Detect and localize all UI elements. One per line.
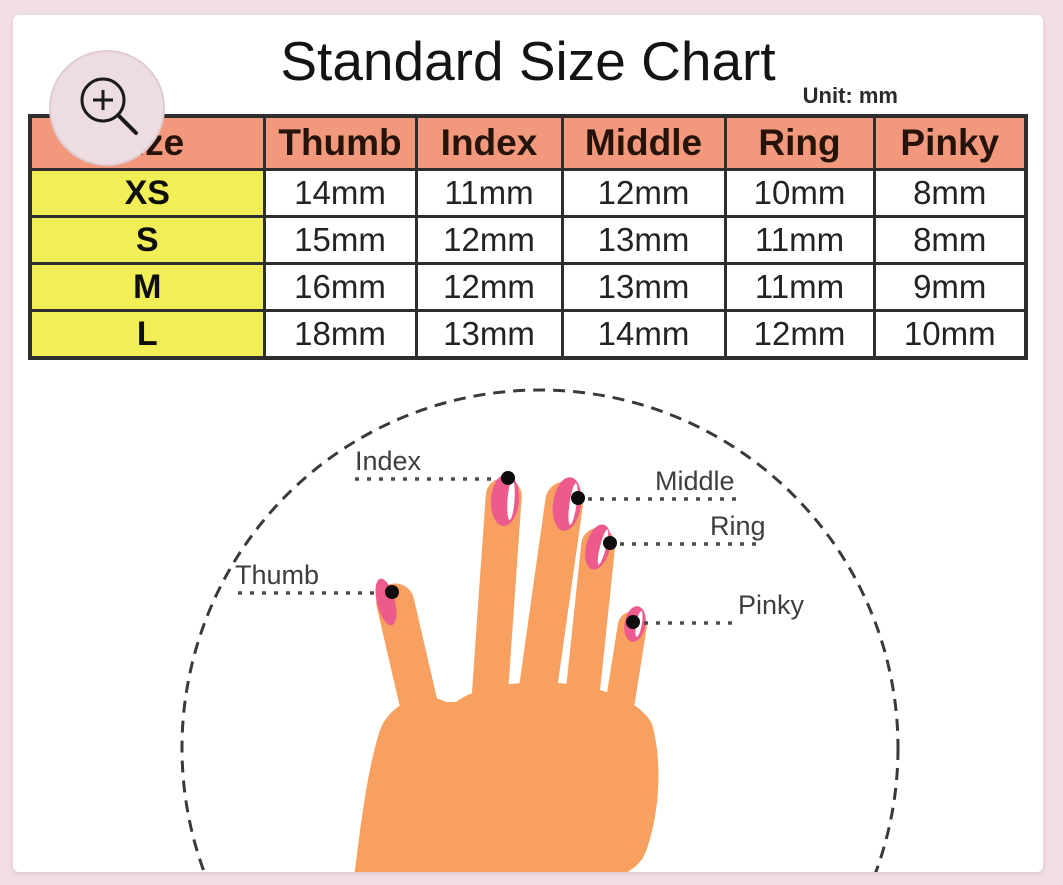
size-chart-card: Standard Size Chart Unit: mm Size Thumb … [13, 15, 1043, 872]
table-header-row: Size Thumb Index Middle Ring Pinky [28, 114, 1028, 171]
index-finger [468, 477, 522, 768]
unit-label: Unit: mm [802, 83, 898, 108]
cell-value: 12mm [723, 309, 876, 360]
finger-label-middle: Middle [655, 466, 735, 496]
marker-dot-thumb [385, 585, 399, 599]
size-label: L [28, 309, 266, 360]
cell-value: 8mm [872, 168, 1028, 218]
cell-value: 13mm [414, 309, 564, 360]
col-header-index: Index [414, 114, 564, 171]
cell-value: 13mm [560, 262, 727, 312]
cell-value: 18mm [262, 309, 418, 360]
pinky-finger [590, 611, 647, 810]
marker-dot-ring [603, 536, 617, 550]
marker-dots [385, 471, 640, 629]
middle-finger [508, 481, 584, 780]
size-label: M [28, 262, 266, 312]
table-row-l: L 18mm 13mm 14mm 12mm 10mm [28, 309, 1028, 360]
cell-value: 13mm [560, 215, 727, 265]
size-label: S [28, 215, 266, 265]
cell-value: 12mm [414, 215, 564, 265]
cell-value: 12mm [560, 168, 727, 218]
dashed-circle [180, 388, 900, 872]
cell-value: 12mm [414, 262, 564, 312]
finger-label-pinky: Pinky [738, 590, 805, 620]
marker-dot-middle [571, 491, 585, 505]
nails [375, 474, 646, 642]
table-row-xs: XS 14mm 11mm 12mm 10mm 8mm [28, 168, 1028, 218]
marker-dot-pinky [626, 615, 640, 629]
cell-value: 9mm [872, 262, 1028, 312]
zoom-in-button[interactable] [49, 50, 165, 166]
cell-value: 11mm [414, 168, 564, 218]
leader-lines [238, 477, 758, 625]
cell-value: 15mm [262, 215, 418, 265]
thumb-finger [376, 583, 456, 799]
cell-value: 8mm [872, 215, 1028, 265]
hand-measurement-figure [180, 388, 900, 872]
finger-label-index: Index [355, 446, 422, 476]
cell-value: 14mm [262, 168, 418, 218]
col-header-thumb: Thumb [262, 114, 418, 171]
zoom-in-icon [80, 77, 138, 135]
size-chart-table: Size Thumb Index Middle Ring Pinky XS 14… [28, 114, 1028, 360]
ring-finger [556, 527, 616, 797]
finger-label-thumb: Thumb [235, 560, 320, 590]
col-header-ring: Ring [723, 114, 876, 171]
hand-illustration [354, 474, 659, 872]
size-label: XS [28, 168, 266, 218]
page-title: Standard Size Chart [280, 30, 776, 92]
cell-value: 11mm [723, 262, 876, 312]
cell-value: 14mm [560, 309, 727, 360]
col-header-pinky: Pinky [872, 114, 1028, 171]
table-row-m: M 16mm 12mm 13mm 11mm 9mm [28, 262, 1028, 312]
table-row-s: S 15mm 12mm 13mm 11mm 8mm [28, 215, 1028, 265]
cell-value: 10mm [872, 309, 1028, 360]
marker-dot-index [501, 471, 515, 485]
col-header-middle: Middle [560, 114, 727, 171]
cell-value: 10mm [723, 168, 876, 218]
finger-label-ring: Ring [710, 511, 766, 541]
cell-value: 16mm [262, 262, 418, 312]
cell-value: 11mm [723, 215, 876, 265]
